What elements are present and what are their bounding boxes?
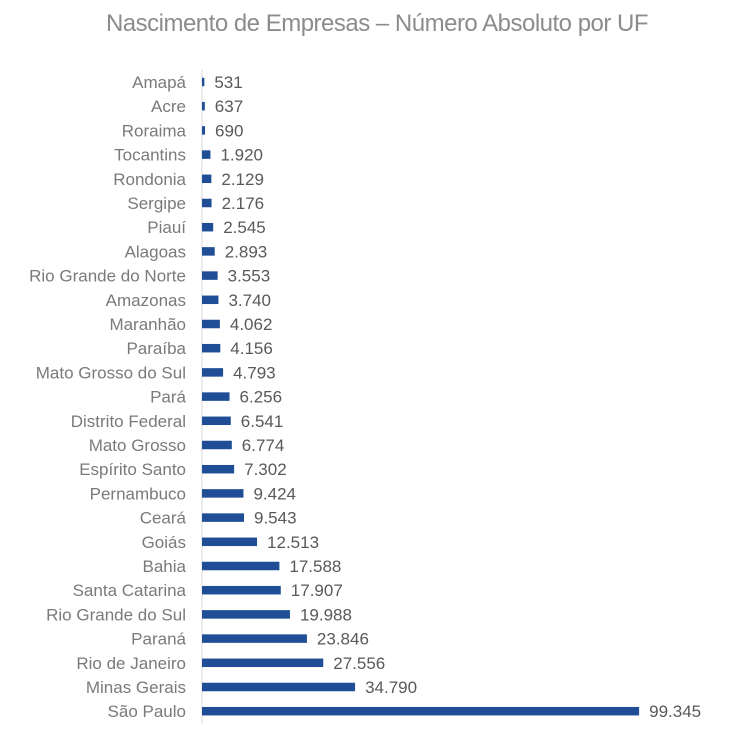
value-label: 4.793 (233, 363, 276, 382)
value-labels-group: 531 637 690 1.920 2.129 2.176 2.545 2.893 3.553 3… (214, 73, 701, 721)
bar (202, 174, 212, 184)
bar (202, 126, 206, 135)
value-label: 17.588 (289, 557, 341, 576)
value-label: 19.988 (300, 605, 352, 624)
value-label: 531 (214, 73, 242, 92)
category-label: Espírito Santo (79, 460, 186, 479)
value-label: 2.545 (223, 218, 266, 237)
bar (202, 561, 280, 571)
value-label: 17.907 (291, 581, 343, 600)
value-label: 6.774 (242, 436, 285, 455)
value-label: 1.920 (220, 146, 263, 165)
category-label: Alagoas (125, 242, 186, 261)
category-label: Mato Grosso (89, 436, 186, 455)
bar (202, 295, 219, 305)
value-label: 9.424 (253, 484, 296, 503)
category-label: Bahia (143, 557, 187, 576)
value-label: 3.553 (228, 267, 271, 286)
value-label: 3.740 (228, 291, 271, 310)
bar (202, 464, 235, 474)
category-label: Goiás (142, 533, 186, 552)
bar (202, 513, 244, 522)
category-label: Minas Gerais (86, 678, 186, 697)
chart-title: Nascimento de Empresas – Número Absoluto… (105, 10, 649, 37)
value-label: 4.062 (230, 315, 273, 334)
category-label: Amapá (132, 73, 186, 92)
value-label: 23.846 (317, 630, 369, 649)
value-label: 12.513 (267, 533, 319, 552)
bar (202, 634, 307, 643)
bar (202, 682, 356, 692)
value-label: 99.345 (649, 702, 701, 721)
value-label: 6.256 (240, 388, 283, 407)
bar (202, 658, 324, 668)
category-label: Paraná (131, 630, 186, 649)
bar (202, 610, 290, 619)
value-label: 2.129 (221, 170, 264, 189)
category-label: Rio Grande do Sul (46, 605, 186, 624)
bar (202, 343, 221, 353)
value-label: 7.302 (244, 460, 287, 479)
value-label: 690 (215, 121, 243, 140)
category-label: Santa Catarina (73, 581, 187, 600)
bar (202, 319, 220, 329)
category-label: Pernambuco (90, 484, 186, 503)
category-label: Rondonia (113, 170, 186, 189)
category-label: Pará (150, 388, 186, 407)
category-label: Roraima (122, 121, 187, 140)
category-label: Paraíba (126, 339, 186, 358)
bar (202, 222, 214, 232)
value-label: 9.543 (254, 509, 297, 528)
category-label: Ceará (140, 509, 187, 528)
bar (202, 77, 205, 87)
bar (202, 489, 244, 498)
value-label: 4.156 (230, 339, 273, 358)
category-label: São Paulo (108, 702, 186, 721)
bar (202, 101, 205, 111)
bar (202, 198, 212, 208)
category-label: Tocantins (114, 146, 186, 165)
category-label: Amazonas (106, 291, 186, 310)
bar (202, 150, 211, 159)
bar (202, 706, 640, 716)
value-label: 2.176 (222, 194, 265, 213)
category-label: Acre (151, 97, 186, 116)
bar (202, 585, 281, 595)
category-label: Distrito Federal (71, 412, 186, 431)
bars-group (202, 77, 640, 716)
category-label: Piauí (147, 218, 186, 237)
category-label: Sergipe (127, 194, 186, 213)
bar (202, 537, 258, 547)
bar (202, 416, 231, 426)
bar (202, 368, 224, 377)
category-label: Maranhão (109, 315, 186, 334)
bar (202, 271, 218, 280)
value-label: 2.893 (225, 242, 268, 261)
bar (202, 247, 215, 256)
category-label: Rio de Janeiro (76, 654, 186, 673)
category-label: Rio Grande do Norte (29, 267, 186, 286)
value-label: 27.556 (333, 654, 385, 673)
category-label: Mato Grosso do Sul (36, 363, 186, 382)
bar (202, 392, 230, 401)
value-label: 637 (215, 97, 243, 116)
value-label: 6.541 (241, 412, 284, 431)
value-label: 34.790 (365, 678, 417, 697)
category-labels-group: Amapá Acre Roraima Tocantins Rondonia Sergipe… (29, 73, 186, 721)
bar (202, 440, 232, 450)
